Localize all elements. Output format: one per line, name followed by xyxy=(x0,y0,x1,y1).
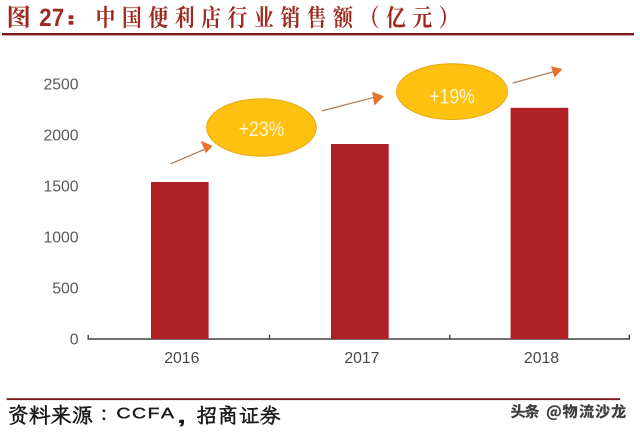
svg-text:2000: 2000 xyxy=(43,128,78,145)
svg-text:+19%: +19% xyxy=(429,85,475,109)
svg-text:2500: 2500 xyxy=(43,77,78,94)
svg-text:1000: 1000 xyxy=(43,230,78,247)
svg-text:1500: 1500 xyxy=(43,179,78,196)
svg-text:0: 0 xyxy=(70,332,79,349)
svg-text:2017: 2017 xyxy=(344,350,379,367)
svg-text:+23%: +23% xyxy=(239,117,285,141)
svg-text:500: 500 xyxy=(52,281,79,298)
svg-text:2016: 2016 xyxy=(164,350,199,367)
svg-text:2018: 2018 xyxy=(524,350,559,367)
